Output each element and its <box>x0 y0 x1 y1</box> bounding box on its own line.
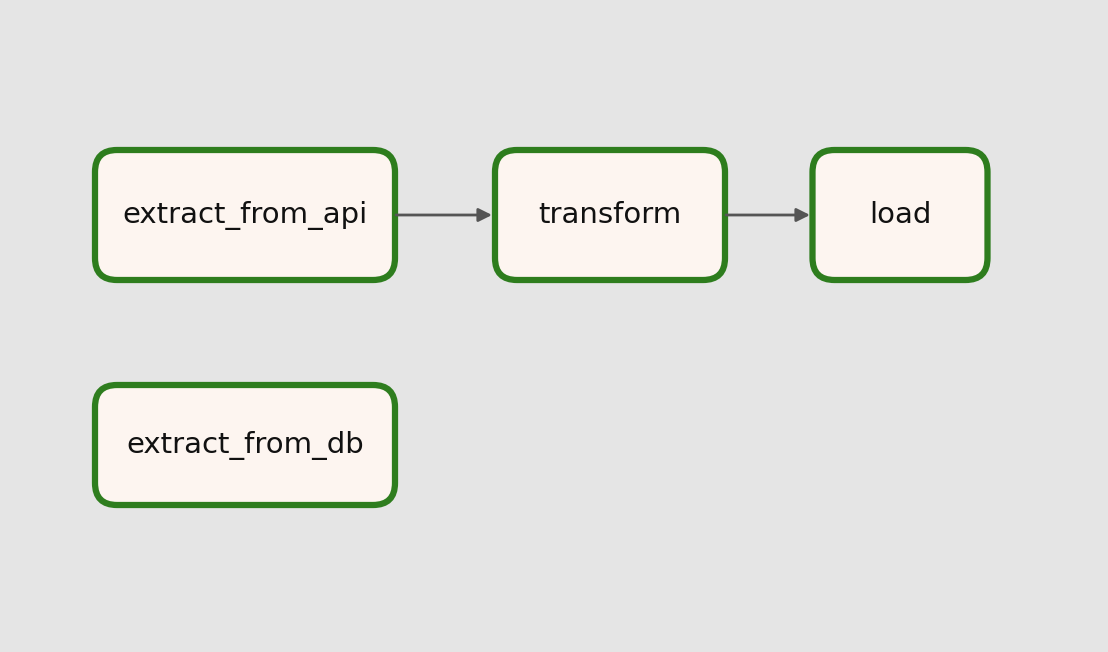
FancyBboxPatch shape <box>95 385 394 505</box>
Text: transform: transform <box>538 201 681 229</box>
FancyBboxPatch shape <box>495 150 725 280</box>
Text: extract_from_api: extract_from_api <box>122 201 368 230</box>
FancyBboxPatch shape <box>812 150 987 280</box>
FancyBboxPatch shape <box>95 150 394 280</box>
Text: extract_from_db: extract_from_db <box>126 430 363 460</box>
Text: load: load <box>869 201 931 229</box>
